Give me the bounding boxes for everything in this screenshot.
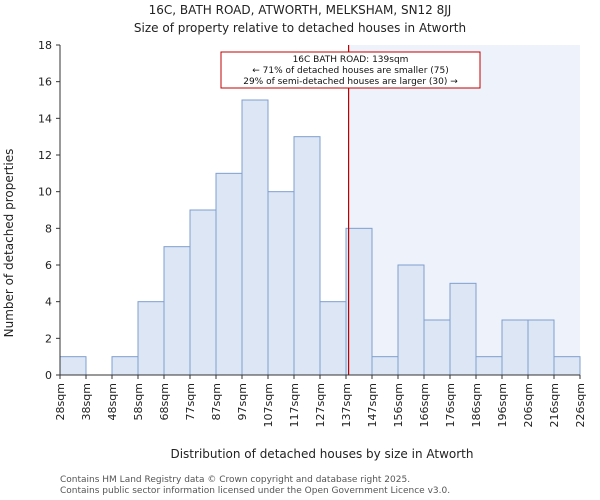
annotation-frame bbox=[220, 51, 481, 89]
bar-186sqm bbox=[475, 356, 503, 376]
x-tick-label-196sqm: 196sqm bbox=[496, 383, 509, 427]
x-tick-label-28sqm: 28sqm bbox=[54, 383, 67, 420]
x-tick-label-117sqm: 117sqm bbox=[288, 383, 301, 427]
bar-97sqm bbox=[241, 99, 269, 376]
bar-137sqm bbox=[345, 227, 373, 376]
y-axis: 0 2 4 6 8 10 12 14 16 18 bbox=[38, 39, 61, 382]
x-tick-label-206sqm: 206sqm bbox=[522, 383, 535, 427]
bar-176sqm bbox=[449, 282, 477, 376]
x-tick-label-216sqm: 216sqm bbox=[548, 383, 561, 427]
x-tick-label-156sqm: 156sqm bbox=[392, 383, 405, 427]
x-tick-label-87sqm: 87sqm bbox=[210, 383, 223, 420]
bar-series bbox=[59, 99, 581, 376]
x-tick-label-77sqm: 77sqm bbox=[184, 383, 197, 420]
x-tick-label-38sqm: 38sqm bbox=[80, 383, 93, 420]
x-tick-label-48sqm: 48sqm bbox=[106, 383, 119, 420]
bar-107sqm bbox=[267, 191, 295, 376]
x-tick-label-68sqm: 68sqm bbox=[158, 383, 171, 420]
x-tick-label-186sqm: 186sqm bbox=[470, 383, 483, 427]
annotation-line-1: 16C BATH ROAD: 139sqm bbox=[293, 55, 409, 65]
y-tick-label-4: 4 bbox=[45, 296, 52, 309]
bar-87sqm bbox=[215, 172, 243, 376]
y-tick-label-2: 2 bbox=[45, 332, 52, 345]
annotation-box: 16C BATH ROAD: 139sqm ← 71% of detached … bbox=[220, 51, 481, 89]
bar-166sqm bbox=[423, 319, 451, 376]
y-tick-label-18: 18 bbox=[38, 39, 52, 52]
x-tick-label-147sqm: 147sqm bbox=[366, 383, 379, 427]
x-axis: 28sqm 38sqm 48sqm 58sqm 68sqm 77sqm 87sqm 97sqm… bbox=[54, 374, 587, 427]
y-tick-label-16: 16 bbox=[38, 76, 52, 89]
y-tick-label-10: 10 bbox=[38, 186, 52, 199]
bar-58sqm bbox=[137, 301, 165, 376]
x-tick-label-107sqm: 107sqm bbox=[262, 383, 275, 427]
y-axis-label: Number of detached properties bbox=[2, 149, 16, 338]
bar-216sqm bbox=[553, 356, 581, 376]
x-tick-label-137sqm: 137sqm bbox=[340, 383, 353, 427]
x-tick-label-226sqm: 226sqm bbox=[574, 383, 587, 427]
x-tick-label-166sqm: 166sqm bbox=[418, 383, 431, 427]
bar-196sqm bbox=[501, 319, 529, 376]
chart-subtitle: Size of property relative to detached ho… bbox=[134, 21, 466, 35]
y-tick-label-12: 12 bbox=[38, 149, 52, 162]
x-tick-label-58sqm: 58sqm bbox=[132, 383, 145, 420]
x-tick-label-97sqm: 97sqm bbox=[236, 383, 249, 420]
bar-156sqm bbox=[397, 264, 425, 376]
y-tick-label-14: 14 bbox=[38, 112, 52, 125]
bar-117sqm bbox=[293, 136, 321, 376]
bar-68sqm bbox=[163, 246, 191, 376]
annotation-line-3: 29% of semi-detached houses are larger (… bbox=[243, 77, 458, 87]
bar-48sqm bbox=[111, 356, 139, 376]
bar-127sqm bbox=[319, 301, 347, 376]
y-tick-label-0: 0 bbox=[45, 369, 52, 382]
y-tick-label-6: 6 bbox=[45, 259, 52, 272]
footer-line-1: Contains HM Land Registry data © Crown c… bbox=[60, 475, 410, 485]
chart-title: 16C, BATH ROAD, ATWORTH, MELKSHAM, SN12 … bbox=[149, 3, 452, 17]
y-tick-label-8: 8 bbox=[45, 222, 52, 235]
bar-206sqm bbox=[527, 319, 555, 376]
bar-28sqm bbox=[59, 356, 87, 376]
footer-line-2: Contains public sector information licen… bbox=[60, 486, 450, 496]
x-tick-label-127sqm: 127sqm bbox=[314, 383, 327, 427]
annotation-line-2: ← 71% of detached houses are smaller (75… bbox=[252, 66, 449, 76]
x-tick-label-176sqm: 176sqm bbox=[444, 383, 457, 427]
x-axis-label: Distribution of detached houses by size … bbox=[170, 447, 473, 461]
bar-77sqm bbox=[189, 209, 217, 376]
bar-147sqm bbox=[371, 356, 399, 376]
